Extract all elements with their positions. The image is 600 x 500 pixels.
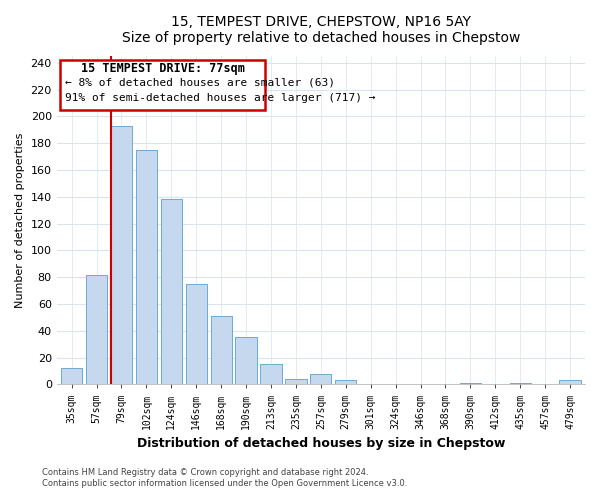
Bar <box>185 284 207 384</box>
Bar <box>509 383 531 384</box>
Bar <box>310 374 331 384</box>
Bar <box>235 338 257 384</box>
Bar <box>161 200 182 384</box>
Bar <box>286 379 307 384</box>
Bar <box>335 380 356 384</box>
Text: ← 8% of detached houses are smaller (63): ← 8% of detached houses are smaller (63) <box>65 78 335 88</box>
Bar <box>460 383 481 384</box>
Bar <box>61 368 82 384</box>
Text: 15 TEMPEST DRIVE: 77sqm: 15 TEMPEST DRIVE: 77sqm <box>80 62 245 74</box>
Title: 15, TEMPEST DRIVE, CHEPSTOW, NP16 5AY
Size of property relative to detached hous: 15, TEMPEST DRIVE, CHEPSTOW, NP16 5AY Si… <box>122 15 520 45</box>
FancyBboxPatch shape <box>61 60 265 110</box>
X-axis label: Distribution of detached houses by size in Chepstow: Distribution of detached houses by size … <box>137 437 505 450</box>
Bar <box>260 364 281 384</box>
Bar <box>86 274 107 384</box>
Bar <box>559 380 581 384</box>
Text: Contains HM Land Registry data © Crown copyright and database right 2024.
Contai: Contains HM Land Registry data © Crown c… <box>42 468 407 487</box>
Text: 91% of semi-detached houses are larger (717) →: 91% of semi-detached houses are larger (… <box>65 92 376 102</box>
Bar <box>211 316 232 384</box>
Bar <box>111 126 132 384</box>
Bar <box>136 150 157 384</box>
Y-axis label: Number of detached properties: Number of detached properties <box>15 132 25 308</box>
